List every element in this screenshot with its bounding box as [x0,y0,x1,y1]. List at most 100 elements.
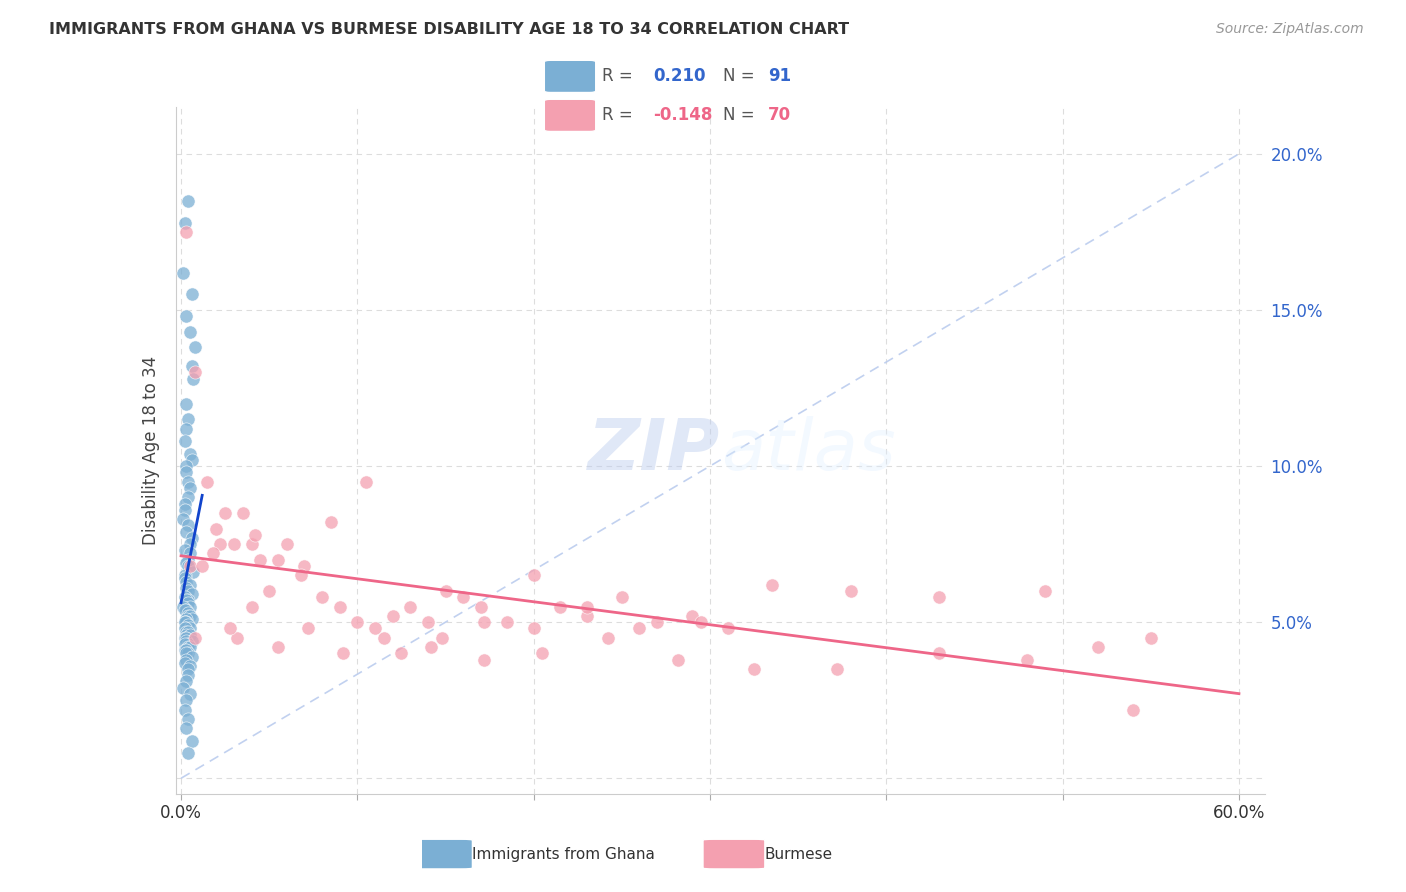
Point [470,599,492,614]
Point [177,618,200,632]
Point [173,615,195,630]
Point [173,621,195,635]
Text: Burmese: Burmese [765,847,832,862]
Point [176,612,198,626]
Point [177,640,200,655]
Point [208,537,231,551]
Point [177,490,200,504]
Point [177,552,200,567]
Point [176,524,198,539]
Point [690,615,713,630]
FancyBboxPatch shape [544,61,596,93]
Point [354,475,377,489]
Point [173,631,195,645]
Point [191,558,214,573]
Point [176,631,198,645]
Point [177,712,200,726]
Point [416,615,439,630]
Point [173,603,195,617]
Text: ZIP: ZIP [588,416,721,485]
Point [645,615,668,630]
Point [179,537,201,551]
Point [329,599,352,614]
Y-axis label: Disability Age 18 to 34: Disability Age 18 to 34 [142,356,160,545]
Point [399,599,422,614]
Point [180,733,202,747]
Point [201,546,224,561]
Point [472,653,495,667]
Point [176,309,198,323]
Point [176,628,198,642]
Point [176,624,198,639]
Point [173,543,195,558]
Point [420,640,443,655]
Point [177,518,200,533]
Point [290,568,312,582]
Point [176,593,198,607]
Point [197,475,219,489]
Point [179,621,201,635]
Point [1139,631,1161,645]
Point [346,615,368,630]
Point [240,599,263,614]
Text: N =: N = [723,106,759,124]
Point [179,628,201,642]
Point [179,325,201,339]
Point [717,621,740,635]
Point [297,621,319,635]
Point [219,621,242,635]
Text: -0.148: -0.148 [654,106,713,124]
Point [381,608,404,623]
Point [177,596,200,610]
Point [742,662,765,676]
Point [177,194,200,208]
Point [666,653,689,667]
Point [180,587,202,601]
Point [1033,583,1056,598]
Point [1122,703,1144,717]
Point [184,340,207,354]
FancyBboxPatch shape [544,99,596,131]
Point [176,225,198,239]
Point [177,637,200,651]
Point [176,693,198,707]
Text: atlas: atlas [721,416,896,485]
Point [243,527,266,541]
Point [179,546,201,561]
Point [172,512,194,526]
Text: IMMIGRANTS FROM GHANA VS BURMESE DISABILITY AGE 18 TO 34 CORRELATION CHART: IMMIGRANTS FROM GHANA VS BURMESE DISABIL… [49,22,849,37]
Point [575,608,598,623]
Point [391,646,413,660]
Point [172,599,194,614]
Point [214,506,236,520]
Point [179,608,201,623]
Point [173,571,195,585]
Point [1017,653,1039,667]
Point [177,608,200,623]
Point [176,603,198,617]
Point [610,591,633,605]
Point [177,606,200,620]
Point [311,591,333,605]
Point [176,633,198,648]
Point [173,503,195,517]
Point [180,612,202,626]
Point [257,583,280,598]
Point [928,591,950,605]
Point [173,496,195,510]
Point [176,396,198,410]
Point [249,552,271,567]
Point [177,662,200,676]
Point [177,475,200,489]
Point [267,552,290,567]
Point [176,581,198,595]
Point [184,366,207,380]
Point [173,703,195,717]
Point [1087,640,1109,655]
Point [232,506,254,520]
Point [183,371,205,385]
Point [172,266,194,280]
Point [180,649,202,664]
Text: Immigrants from Ghana: Immigrants from Ghana [472,847,655,862]
Point [173,643,195,657]
